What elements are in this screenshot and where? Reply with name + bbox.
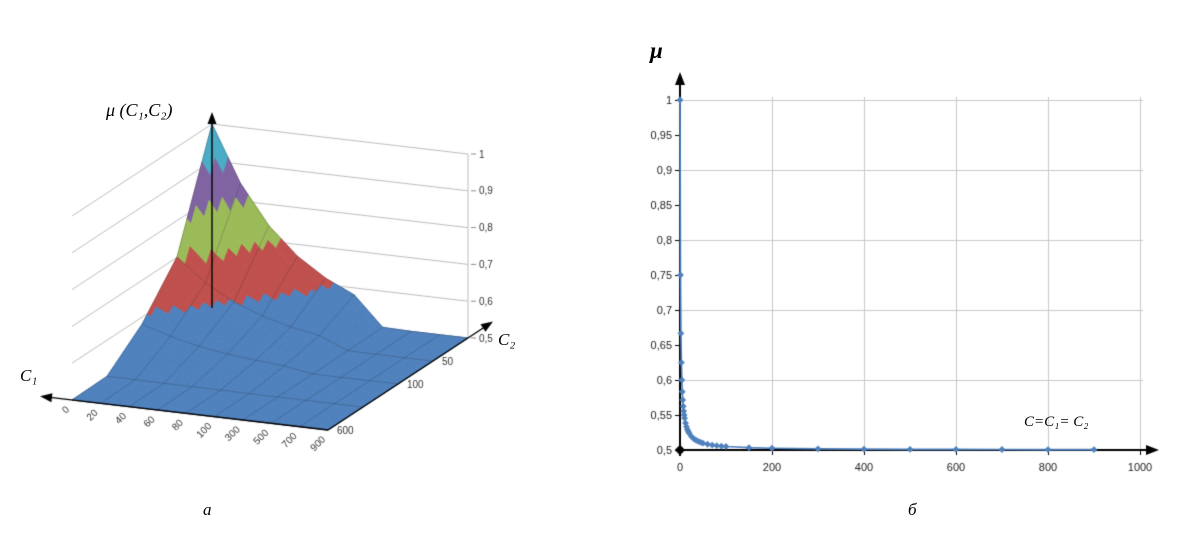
line-chart-panel: μ C=C₁= C₂ б xyxy=(600,0,1200,547)
surface-chart-canvas xyxy=(0,0,600,547)
line-chart-canvas xyxy=(600,0,1200,547)
surface-chart-panel: μ (C₁,C₂) C₁ C₂ а xyxy=(0,0,600,547)
